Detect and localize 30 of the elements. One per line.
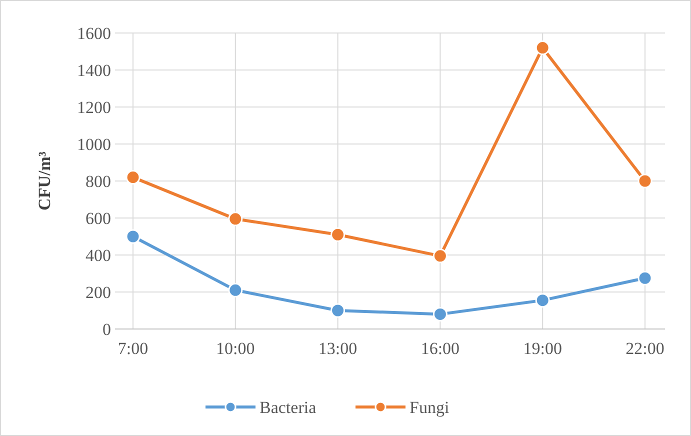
x-tick-label: 16:00 <box>420 339 460 358</box>
x-tick-label: 10:00 <box>216 339 255 358</box>
y-tick-label: 400 <box>86 246 111 265</box>
y-tick-label: 600 <box>86 208 111 228</box>
y-tick-label: 1200 <box>77 98 111 117</box>
point <box>330 303 346 318</box>
point <box>126 229 140 244</box>
y-tick-label: 200 <box>86 282 111 302</box>
y-tick-label: 800 <box>86 172 111 191</box>
legend-label: Bacteria <box>260 398 317 417</box>
y-tick-label: 1000 <box>77 134 111 154</box>
y-axis-title: CFU/m³ <box>35 152 54 210</box>
y-tick-label: 1600 <box>77 24 111 43</box>
y-tick-label: 0 <box>102 320 111 339</box>
point <box>432 248 448 264</box>
point <box>228 212 243 226</box>
point <box>126 170 140 185</box>
point <box>535 293 550 308</box>
point <box>432 306 448 322</box>
point <box>638 174 652 188</box>
x-tick-label: 7:00 <box>118 339 148 358</box>
x-tick-label: 22:00 <box>626 339 664 358</box>
point <box>330 227 346 242</box>
point <box>535 40 550 56</box>
legend-label: Fungi <box>410 398 450 417</box>
point <box>228 282 243 298</box>
x-tick-label: 13:00 <box>318 339 358 358</box>
point <box>638 270 652 286</box>
x-tick-label: 19:00 <box>523 339 562 358</box>
y-tick-label: 1400 <box>77 60 111 80</box>
